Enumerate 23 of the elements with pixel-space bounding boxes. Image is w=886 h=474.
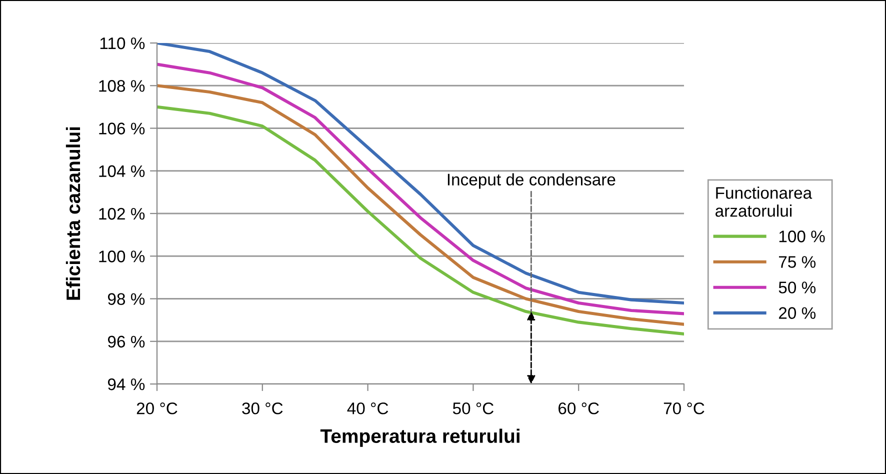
y-tick-label: 94 %: [108, 378, 145, 390]
x-tick-label: 30 °C: [242, 402, 283, 414]
x-tick-label: 60 °C: [558, 402, 599, 414]
y-tick-label: 98 %: [108, 293, 145, 305]
legend-label: 100 %: [779, 230, 825, 242]
x-axis-title: Temperatura returului: [320, 428, 520, 447]
y-tick-label: 104 %: [99, 165, 145, 178]
y-tick-label: 96 %: [108, 336, 145, 348]
y-tick-label: 106 %: [99, 122, 145, 134]
legend-label: 75 %: [778, 256, 816, 268]
x-tick-label: 20 °C: [136, 402, 178, 414]
x-tick-label: 40 °C: [347, 402, 388, 414]
y-tick-label: 102 %: [99, 208, 145, 220]
y-tick-label: 108 %: [99, 80, 145, 92]
x-tick-label: 50 °C: [452, 402, 494, 414]
x-tick-label: 70 °C: [664, 402, 704, 414]
legend-title: Functionarea arzatorului: [716, 186, 812, 217]
y-axis-title: Eficienta cazanului: [66, 127, 80, 300]
legend-label: 20 %: [778, 307, 816, 319]
y-tick-label: 100 %: [99, 250, 145, 262]
annotation: Inceput de condensare: [448, 173, 616, 189]
y-tick-label: 110 %: [100, 37, 145, 50]
legend-label: 50 %: [778, 282, 816, 294]
